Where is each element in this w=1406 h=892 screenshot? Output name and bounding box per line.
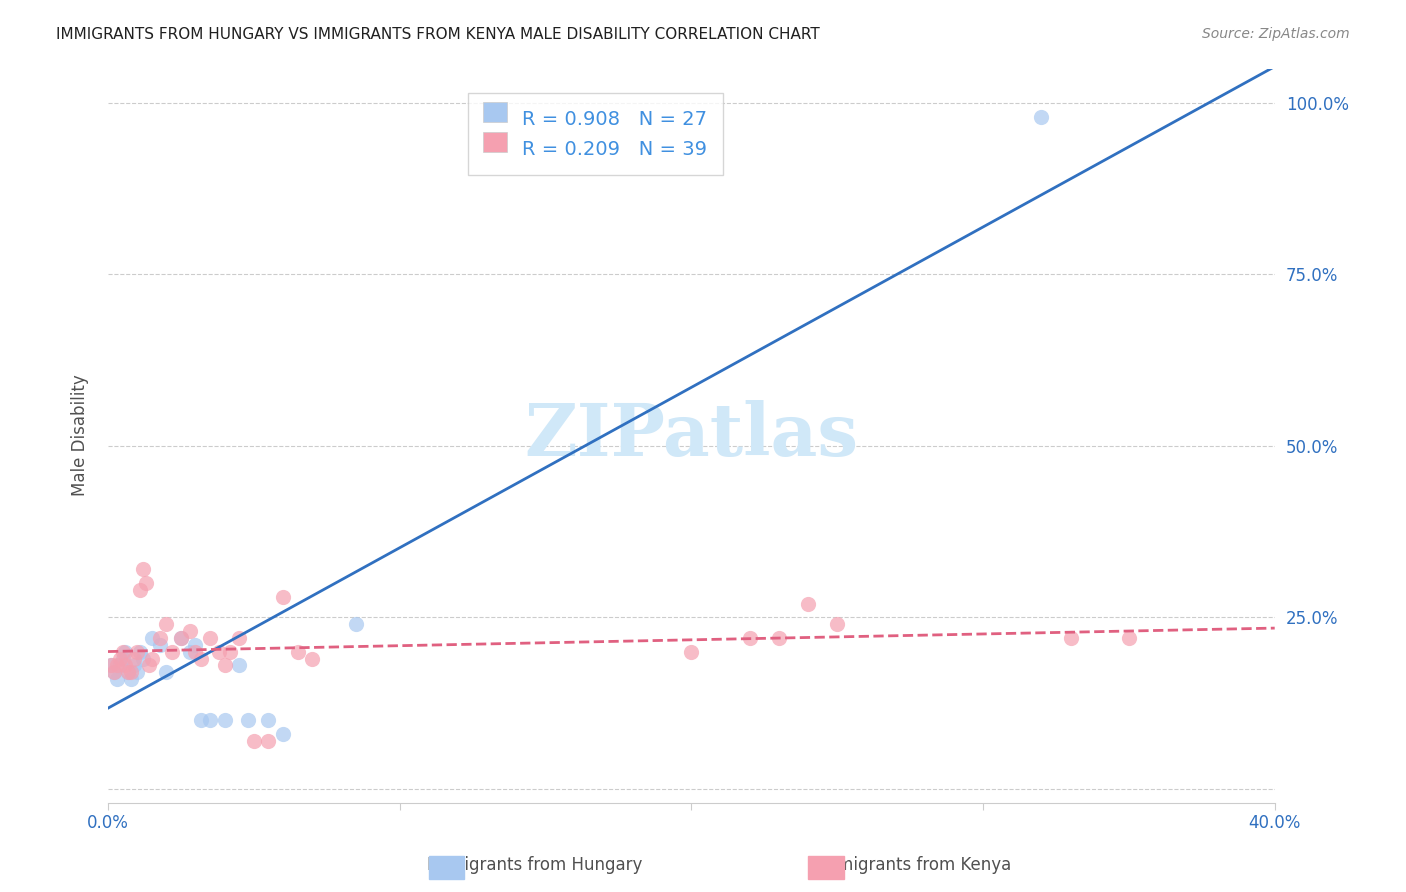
Point (1031, 110, 1053, 124)
Point (236, 713, 259, 727)
Point (100, 658, 122, 673)
Point (184, 645, 207, 659)
Point (1118, 631, 1140, 645)
Point (228, 658, 250, 673)
Point (155, 617, 177, 632)
Point (105, 672, 128, 686)
Point (132, 651, 155, 665)
Point (738, 631, 761, 645)
Point (149, 638, 172, 652)
Point (103, 665, 125, 680)
Point (117, 665, 139, 680)
Point (105, 658, 128, 673)
Point (271, 727, 294, 741)
Point (127, 645, 149, 659)
Point (111, 651, 134, 665)
Point (208, 645, 231, 659)
Point (114, 658, 136, 673)
Point (170, 631, 193, 645)
Point (198, 713, 221, 727)
Point (681, 645, 703, 659)
Point (120, 672, 142, 686)
Point (129, 582, 152, 597)
Point (257, 713, 280, 727)
Point (117, 665, 139, 680)
Point (100, 658, 122, 673)
Text: ZIPatlas: ZIPatlas (524, 400, 859, 471)
Text: Immigrants from Hungary: Immigrants from Hungary (426, 856, 643, 874)
Point (179, 645, 201, 659)
Point (214, 658, 236, 673)
Point (170, 631, 193, 645)
Text: Source: ZipAtlas.com: Source: ZipAtlas.com (1202, 27, 1350, 41)
Point (129, 645, 152, 659)
Point (825, 617, 848, 632)
Y-axis label: Male Disability: Male Disability (72, 375, 89, 497)
Point (287, 645, 309, 659)
Point (122, 658, 145, 673)
Point (219, 645, 242, 659)
Point (271, 590, 294, 604)
Point (108, 651, 131, 665)
Point (198, 631, 221, 645)
Text: IMMIGRANTS FROM HUNGARY VS IMMIGRANTS FROM KENYA MALE DISABILITY CORRELATION CHA: IMMIGRANTS FROM HUNGARY VS IMMIGRANTS FR… (56, 27, 820, 42)
Legend: R = 0.908   N = 27, R = 0.209   N = 39: R = 0.908 N = 27, R = 0.209 N = 39 (468, 93, 723, 175)
Point (103, 665, 125, 680)
Point (149, 631, 172, 645)
Point (214, 713, 236, 727)
Point (138, 658, 160, 673)
Point (768, 631, 790, 645)
Point (344, 617, 367, 632)
Point (111, 645, 134, 659)
Point (301, 651, 323, 665)
Point (797, 597, 820, 611)
Point (141, 651, 163, 665)
Point (190, 713, 212, 727)
Point (160, 645, 183, 659)
Point (141, 631, 163, 645)
Point (184, 638, 207, 652)
Text: Immigrants from Kenya: Immigrants from Kenya (817, 856, 1011, 874)
Point (108, 658, 131, 673)
Point (228, 631, 250, 645)
Point (114, 645, 136, 659)
Point (135, 576, 157, 591)
Point (1059, 631, 1081, 645)
Point (190, 651, 212, 665)
Point (122, 651, 145, 665)
Point (179, 624, 201, 638)
Point (120, 665, 142, 680)
Point (243, 734, 266, 748)
Point (155, 665, 177, 680)
Point (127, 665, 149, 680)
Point (257, 734, 280, 748)
Point (132, 562, 155, 576)
